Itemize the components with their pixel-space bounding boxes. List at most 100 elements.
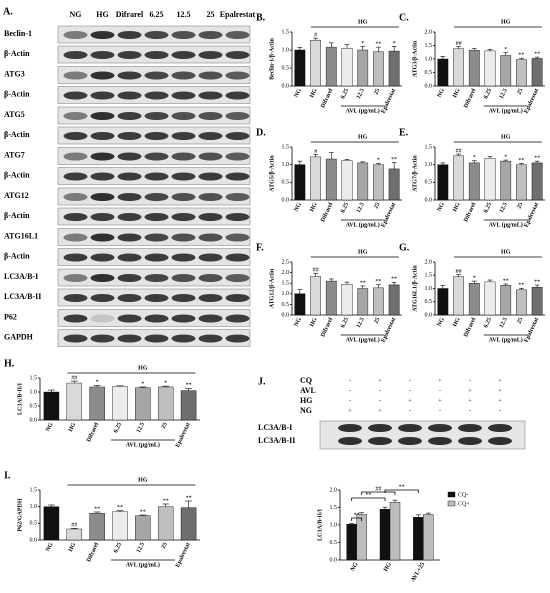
error-bar xyxy=(48,504,55,507)
x-tick-label: Difrarel xyxy=(86,542,100,563)
x-tick-label: NG xyxy=(294,88,303,99)
bar xyxy=(379,509,391,561)
panel-label: I. xyxy=(4,470,11,481)
bar xyxy=(325,280,337,316)
y-axis-label: ATG12/β-Actin xyxy=(269,268,275,308)
blot-band xyxy=(90,253,115,262)
x-tick-label: 12.5 xyxy=(499,202,509,214)
blot-band xyxy=(368,424,392,432)
x-tick-label: Difrarel xyxy=(463,317,477,338)
group-label: AVL (μg/mL) xyxy=(126,561,160,568)
y-axis-label: LC3A/B-II/I xyxy=(17,382,23,415)
y-tick-label: 0.5 xyxy=(30,403,38,409)
error-bar xyxy=(328,152,334,160)
y-tick-label: 1.5 xyxy=(425,144,433,150)
x-tick-label: 25 xyxy=(517,317,525,325)
x-tick-label: 12.5 xyxy=(499,88,509,100)
blot-band xyxy=(171,71,196,80)
bar xyxy=(468,162,480,201)
bar xyxy=(310,276,321,316)
error-bar xyxy=(162,503,170,507)
significance-mark: ** xyxy=(534,51,540,57)
error-bar xyxy=(70,528,78,529)
bar xyxy=(423,514,434,561)
x-tick-label: Epalrestat xyxy=(524,317,541,344)
y-tick-label: 1.5 xyxy=(282,29,290,35)
blot-band xyxy=(63,51,88,59)
error-bar xyxy=(162,385,170,387)
blot-band xyxy=(63,294,88,302)
significance-mark: ** xyxy=(163,498,169,504)
blot-band xyxy=(171,152,196,161)
y-tick-label: 1.0 xyxy=(282,162,290,168)
x-tick-label: HG xyxy=(309,88,319,99)
significance-mark: ## xyxy=(71,523,77,529)
significance-mark: ** xyxy=(503,278,509,284)
condition-sign: - xyxy=(349,388,351,394)
error-bar xyxy=(519,287,524,290)
error-bar xyxy=(392,499,398,503)
y-axis-label: ATG3/β-Actin xyxy=(412,40,418,77)
significance-mark: ** xyxy=(186,383,192,389)
blot-band xyxy=(117,253,142,262)
blot-band xyxy=(144,253,169,262)
error-bar xyxy=(297,47,303,50)
significance-mark: ## xyxy=(456,269,462,275)
error-bar xyxy=(382,506,388,510)
lane-label: 6.25 xyxy=(150,10,164,19)
y-tick-label: 2.5 xyxy=(282,259,290,265)
x-tick-label: NG xyxy=(437,202,446,213)
bar xyxy=(388,168,400,201)
blot-band xyxy=(117,112,142,120)
bar xyxy=(413,517,424,561)
condition-sign: - xyxy=(439,388,441,394)
x-tick-label: NG xyxy=(294,317,303,328)
legend-swatch xyxy=(447,491,456,498)
blot-band xyxy=(171,253,196,262)
comparison-bracket xyxy=(351,517,363,521)
comparison-bracket xyxy=(361,491,396,495)
x-tick-label: NG xyxy=(294,202,303,213)
blot-band xyxy=(225,132,250,140)
blot-band xyxy=(338,437,362,445)
condition-sign: - xyxy=(379,388,381,394)
bar xyxy=(484,281,496,316)
blot-band xyxy=(171,334,196,343)
error-bar xyxy=(344,281,350,285)
y-tick-label: 1.5 xyxy=(282,281,290,287)
significance-mark: ## xyxy=(456,41,462,47)
y-tick-label: 0.5 xyxy=(30,521,38,527)
y-tick-label: 0.5 xyxy=(425,70,433,76)
error-bar xyxy=(391,282,397,285)
x-tick-label: HG xyxy=(452,317,462,328)
bar xyxy=(294,293,306,316)
lane-label: HG xyxy=(96,10,108,19)
error-bar xyxy=(139,514,147,516)
condition-sign: + xyxy=(468,388,472,394)
error-bar xyxy=(297,160,303,165)
blot-band xyxy=(63,213,88,221)
y-tick-label: 0.5 xyxy=(425,299,433,305)
row-label: ATG16L1 xyxy=(4,231,38,240)
blot-band xyxy=(488,424,512,432)
x-tick-label: Difrarel xyxy=(320,202,334,223)
bar xyxy=(373,287,384,316)
group-label: AVL (μg/mL) xyxy=(346,336,380,343)
y-tick-label: 1.5 xyxy=(330,505,338,511)
significance-mark: ** xyxy=(360,280,366,286)
error-bar xyxy=(503,283,509,286)
y-tick-label: 1.0 xyxy=(330,522,338,528)
error-bar xyxy=(440,162,446,165)
bar xyxy=(325,158,337,201)
x-tick-label: 6.25 xyxy=(340,317,350,329)
bar xyxy=(89,386,105,421)
bar xyxy=(468,283,480,316)
blot-band xyxy=(144,172,169,181)
error-bar xyxy=(471,160,477,163)
blot-band xyxy=(90,91,115,100)
significance-mark: ** xyxy=(534,279,540,285)
bar xyxy=(180,507,197,541)
significance-mark: ** xyxy=(186,495,192,501)
blot-band xyxy=(225,152,250,161)
row-label: β-Actin xyxy=(4,251,30,260)
